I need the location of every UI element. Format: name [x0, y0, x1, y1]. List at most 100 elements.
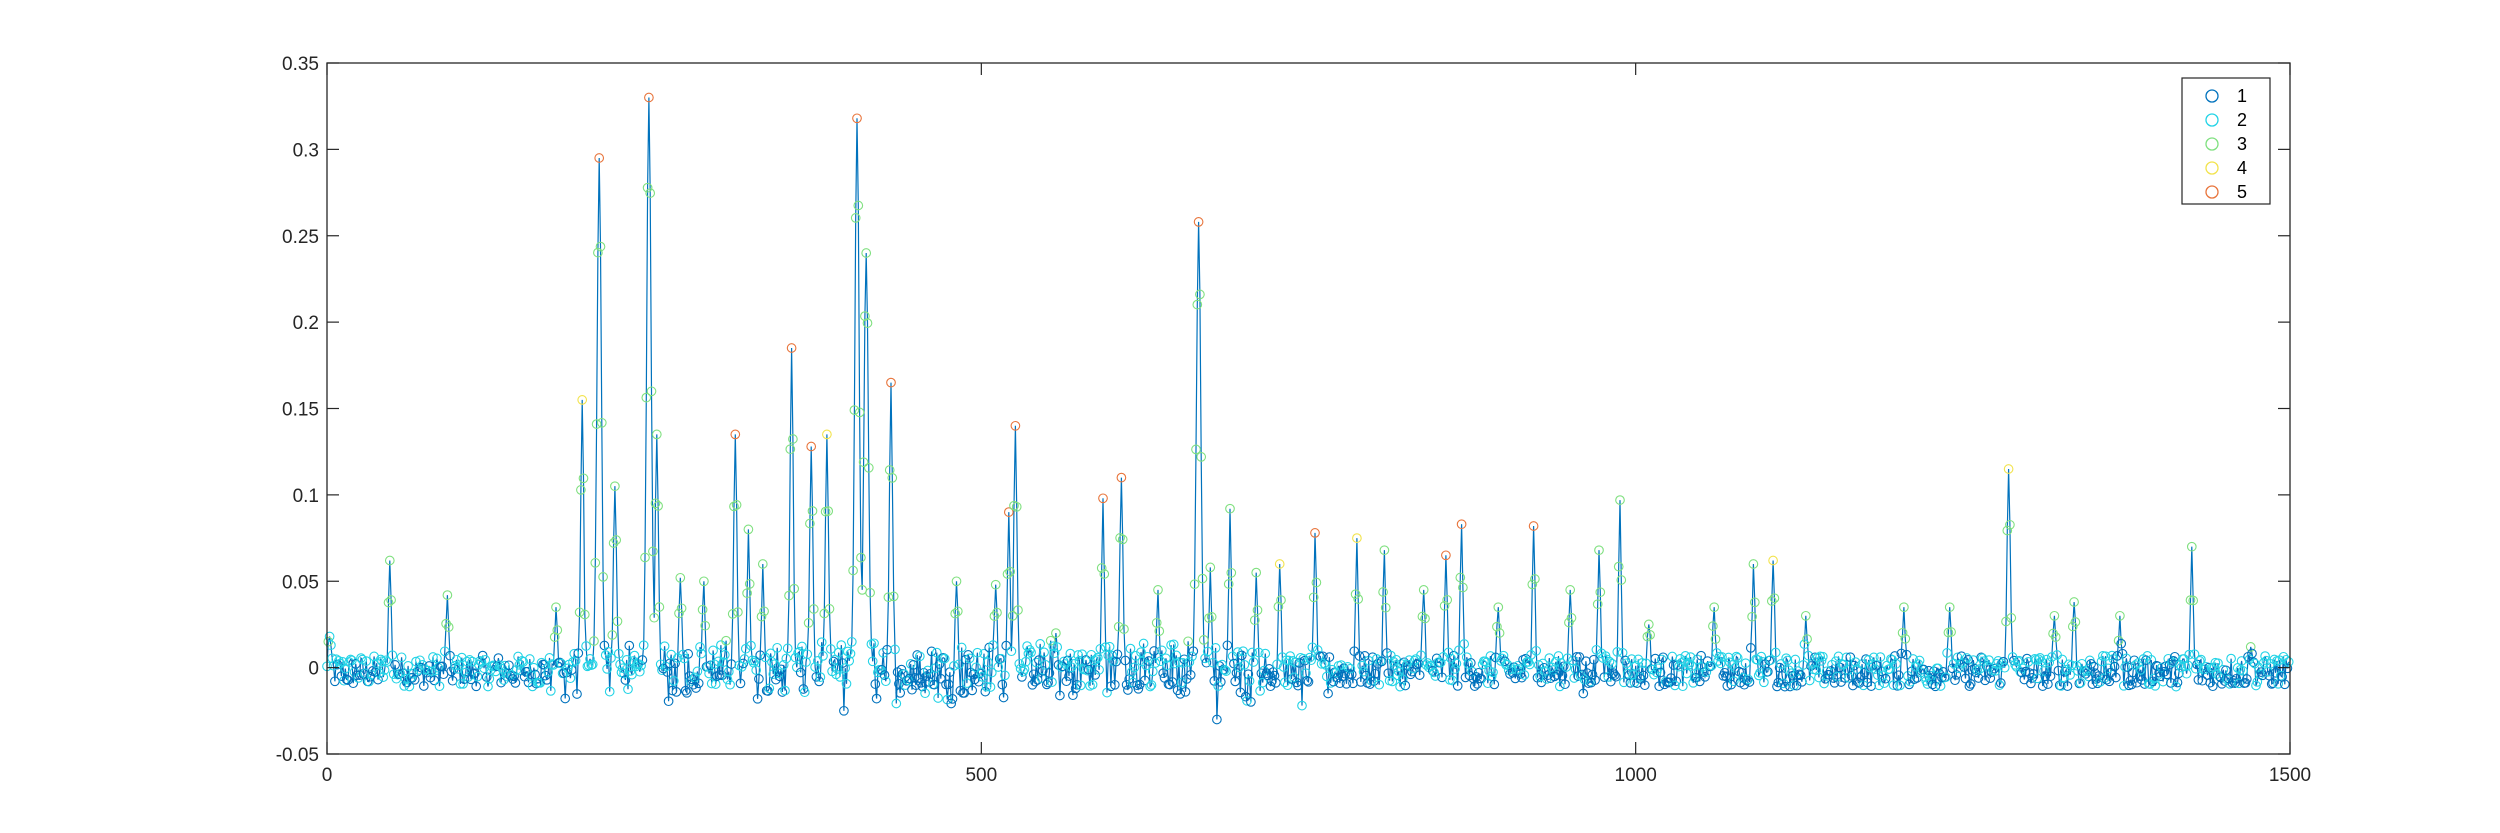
data-point	[1585, 676, 1595, 687]
data-point	[674, 608, 684, 619]
data-point	[1299, 655, 1310, 666]
data-point	[1998, 656, 2009, 667]
data-point	[407, 673, 417, 683]
data-point	[1615, 495, 1625, 505]
data-point	[1200, 653, 1210, 664]
data-point	[1278, 662, 1289, 672]
data-point	[1893, 670, 1904, 681]
data-point	[933, 693, 943, 703]
data-point	[2226, 653, 2236, 664]
data-point	[357, 654, 368, 665]
data-point	[1476, 673, 1487, 684]
data-point	[1770, 647, 1781, 658]
data-point	[684, 671, 695, 681]
data-point	[1273, 601, 1284, 612]
data-point	[472, 671, 483, 682]
data-point	[1519, 670, 1530, 680]
data-point	[879, 670, 890, 680]
data-point	[569, 648, 580, 659]
data-point	[1736, 667, 1747, 678]
data-point	[926, 646, 937, 657]
data-point	[861, 248, 872, 258]
data-point	[1049, 648, 1060, 659]
data-point	[1772, 681, 1782, 692]
data-point	[1874, 680, 1884, 691]
data-point	[1231, 668, 1242, 678]
data-point	[1320, 659, 1331, 670]
data-point	[1456, 519, 1467, 530]
data-point	[1841, 652, 1852, 663]
legend-marker	[2205, 137, 2219, 151]
data-point	[424, 661, 434, 671]
data-point	[1708, 621, 1718, 631]
data-point	[1899, 602, 1909, 613]
data-point	[1656, 654, 1667, 665]
data-point	[2002, 525, 2013, 536]
data-point	[967, 685, 978, 696]
data-point	[1007, 610, 1018, 621]
data-point	[1745, 643, 1756, 653]
data-point	[1116, 472, 1127, 483]
data-point	[536, 657, 547, 668]
data-point	[1099, 569, 1110, 579]
data-point	[1607, 658, 1617, 669]
data-point	[849, 405, 860, 415]
data-point	[1047, 677, 1057, 687]
data-point	[939, 653, 950, 664]
data-point	[1145, 681, 1156, 692]
data-point	[743, 524, 754, 535]
data-point	[2266, 679, 2277, 689]
data-point	[1630, 660, 1641, 671]
data-point	[1554, 681, 1565, 692]
data-point	[1498, 650, 1509, 661]
data-point	[1980, 675, 1990, 686]
data-point	[2141, 655, 2151, 666]
data-point	[795, 667, 806, 678]
legend-label: 1	[2237, 86, 2247, 106]
data-point	[935, 673, 946, 684]
data-point	[1253, 647, 1264, 658]
data-point	[428, 652, 438, 662]
data-point	[1117, 534, 1128, 545]
data-point	[1604, 656, 1615, 667]
data-point	[807, 506, 818, 516]
data-point	[1946, 627, 1956, 637]
data-point	[1180, 686, 1191, 697]
data-point	[1557, 670, 1568, 681]
data-point	[1999, 662, 2010, 673]
data-point	[2012, 656, 2023, 667]
data-point	[738, 658, 749, 669]
data-point	[1350, 589, 1361, 600]
data-point	[1206, 612, 1217, 622]
data-point	[1082, 665, 1093, 676]
data-point	[1167, 677, 1178, 687]
data-point	[746, 640, 756, 651]
data-point	[890, 644, 900, 655]
data-point	[2086, 659, 2096, 669]
data-point	[613, 648, 624, 659]
data-point	[1143, 656, 1154, 666]
y-tick-label: 0	[308, 659, 319, 680]
data-point	[1687, 661, 1697, 671]
data-point	[1269, 670, 1280, 681]
data-point	[1654, 681, 1665, 692]
data-point	[451, 654, 462, 665]
data-point	[1937, 672, 1947, 683]
data-point	[596, 417, 607, 428]
data-point	[1040, 659, 1051, 670]
data-point	[1297, 700, 1307, 711]
data-point	[1799, 639, 1810, 650]
data-point	[814, 676, 824, 687]
data-point	[1301, 668, 1311, 679]
data-point	[1645, 630, 1655, 640]
data-point	[604, 686, 615, 697]
data-point	[381, 655, 391, 666]
data-point	[1664, 677, 1675, 688]
data-point	[2188, 595, 2199, 606]
data-point	[886, 377, 896, 388]
data-point	[1803, 650, 1814, 661]
data-point	[956, 642, 967, 653]
data-point	[1443, 647, 1454, 658]
x-tick-label: 1000	[1615, 765, 1657, 786]
data-point	[850, 213, 861, 223]
